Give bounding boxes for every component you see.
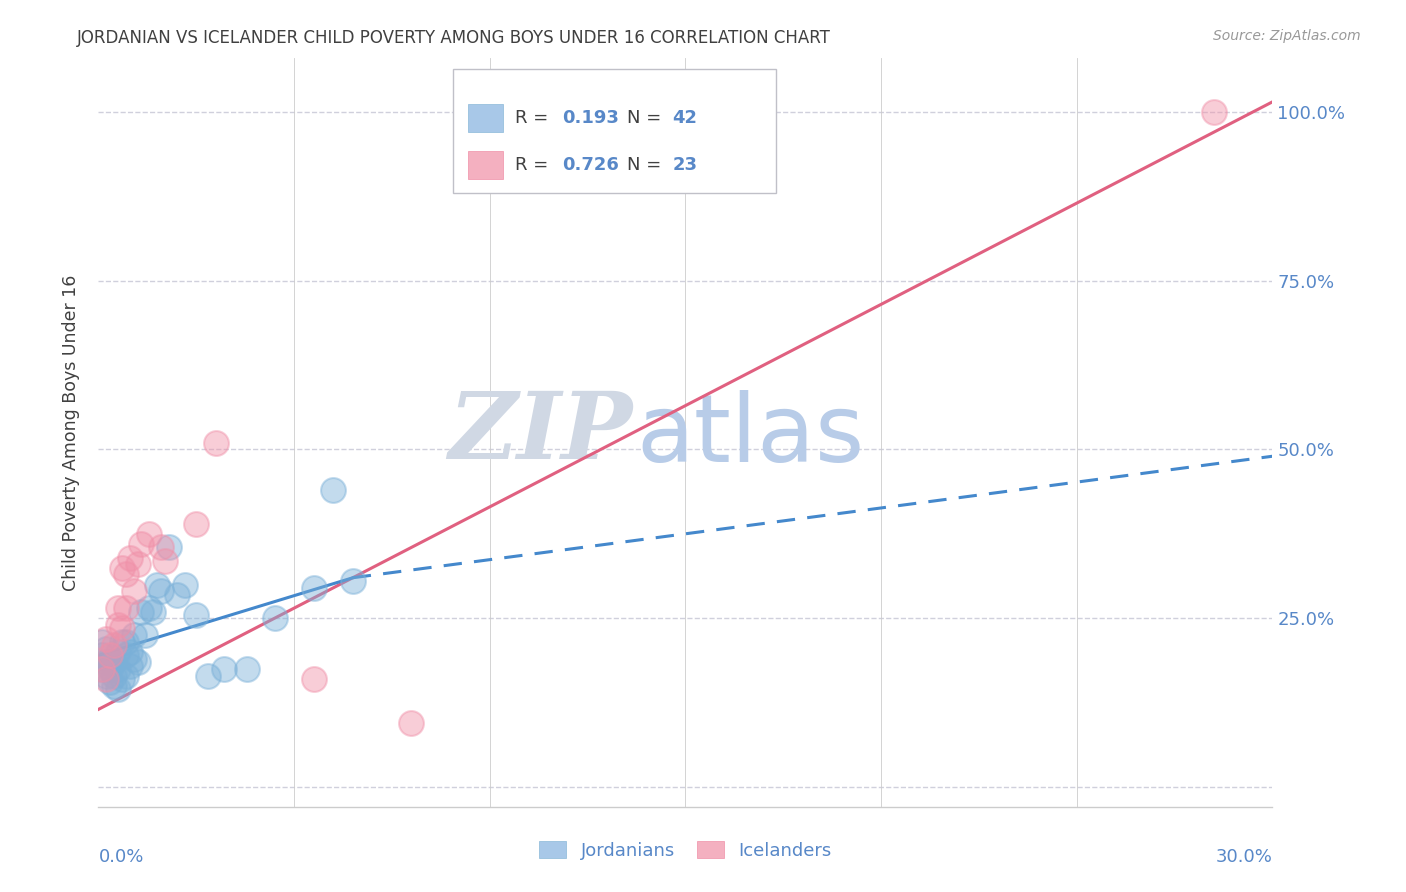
Point — [103, 655, 125, 669]
FancyBboxPatch shape — [453, 70, 776, 193]
Point — [401, 715, 423, 730]
Point — [91, 662, 114, 676]
Point — [107, 682, 129, 697]
Text: 0.726: 0.726 — [562, 156, 619, 174]
Point — [157, 541, 180, 555]
Text: atlas: atlas — [636, 391, 865, 483]
Point — [122, 628, 145, 642]
Point — [111, 635, 134, 649]
Point — [131, 605, 153, 619]
Point — [107, 645, 129, 659]
Point — [173, 577, 195, 591]
Point — [205, 435, 228, 450]
Point — [111, 672, 134, 686]
Point — [114, 567, 136, 582]
Text: R =: R = — [515, 156, 554, 174]
Point — [122, 584, 145, 599]
Point — [107, 618, 129, 632]
Point — [322, 483, 344, 497]
Point — [263, 611, 285, 625]
Text: 0.0%: 0.0% — [98, 848, 143, 866]
Text: ZIP: ZIP — [449, 388, 633, 477]
Point — [186, 607, 208, 622]
Text: N =: N = — [627, 109, 666, 127]
Point — [138, 601, 160, 615]
Point — [96, 641, 118, 656]
Point — [150, 584, 173, 599]
Point — [91, 662, 114, 676]
Point — [122, 652, 145, 666]
Point — [153, 554, 176, 568]
Point — [96, 632, 118, 646]
Point — [107, 601, 129, 615]
Point — [98, 675, 121, 690]
Point — [212, 662, 235, 676]
Point — [114, 601, 136, 615]
Point — [103, 638, 125, 652]
Point — [118, 658, 141, 673]
Legend: Jordanians, Icelanders: Jordanians, Icelanders — [531, 834, 839, 867]
Bar — [468, 151, 503, 179]
Point — [114, 648, 136, 663]
Point — [98, 648, 121, 663]
Point — [236, 662, 259, 676]
Point — [197, 668, 219, 682]
Text: Source: ZipAtlas.com: Source: ZipAtlas.com — [1213, 29, 1361, 44]
Point — [96, 668, 118, 682]
Point — [103, 679, 125, 693]
Point — [111, 621, 134, 635]
Text: 23: 23 — [672, 156, 697, 174]
Point — [111, 560, 134, 574]
Text: JORDANIAN VS ICELANDER CHILD POVERTY AMONG BOYS UNDER 16 CORRELATION CHART: JORDANIAN VS ICELANDER CHILD POVERTY AMO… — [77, 29, 831, 47]
Point — [142, 605, 165, 619]
Point — [127, 655, 149, 669]
Point — [150, 541, 173, 555]
Point — [302, 581, 325, 595]
Point — [186, 516, 208, 531]
Point — [98, 655, 121, 669]
Text: 30.0%: 30.0% — [1216, 848, 1272, 866]
Point — [134, 628, 156, 642]
Point — [91, 648, 114, 663]
Text: 42: 42 — [672, 109, 697, 127]
Y-axis label: Child Poverty Among Boys Under 16: Child Poverty Among Boys Under 16 — [62, 275, 80, 591]
Point — [118, 645, 141, 659]
Point — [146, 577, 169, 591]
Point — [96, 655, 118, 669]
Point — [107, 662, 129, 676]
Point — [166, 588, 188, 602]
Point — [342, 574, 364, 588]
Point — [91, 635, 114, 649]
Point — [138, 527, 160, 541]
Text: R =: R = — [515, 109, 554, 127]
Point — [131, 537, 153, 551]
Text: N =: N = — [627, 156, 666, 174]
Point — [1202, 105, 1225, 120]
Bar — [468, 103, 503, 132]
Text: 0.193: 0.193 — [562, 109, 619, 127]
Point — [127, 558, 149, 572]
Point — [114, 668, 136, 682]
Point — [118, 550, 141, 565]
Point — [103, 668, 125, 682]
Point — [114, 635, 136, 649]
Point — [302, 672, 325, 686]
Point — [96, 672, 118, 686]
Point — [98, 662, 121, 676]
